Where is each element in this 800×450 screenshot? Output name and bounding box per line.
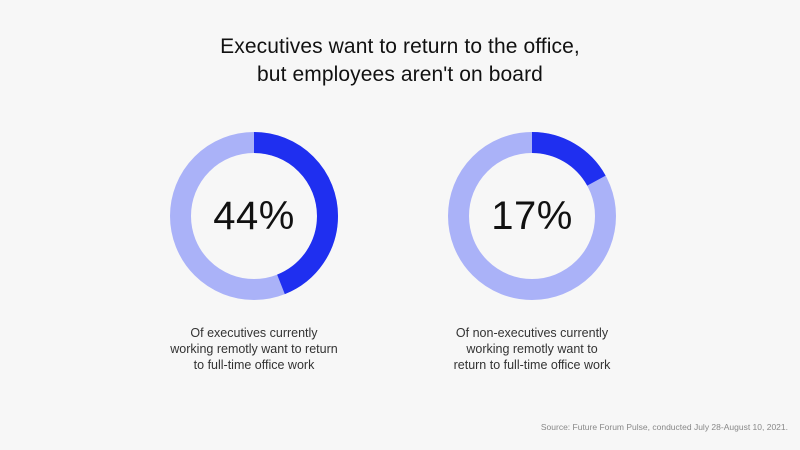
- executives-caption: Of executives currently working remotly …: [134, 325, 374, 373]
- non-executives-caption: Of non-executives currently working remo…: [412, 325, 652, 373]
- caption-line: return to full-time office work: [453, 358, 611, 372]
- caption-line: working remotly want to: [466, 342, 598, 356]
- chart-title-line-2: but employees aren't on board: [257, 63, 543, 86]
- source-note: Source: Future Forum Pulse, conducted Ju…: [540, 422, 788, 432]
- non-executives-percentage: 17%: [491, 193, 573, 238]
- chart-title: Executives want to return to the office,…: [0, 33, 800, 89]
- donut-value-arc: [170, 132, 338, 300]
- chart-title-line-1: Executives want to return to the office,: [220, 35, 580, 58]
- executives-donut-chart: 44%: [169, 131, 339, 301]
- donut-value-arc: [448, 132, 616, 300]
- executives-donut-svg: [170, 132, 338, 300]
- caption-line: Of non-executives currently: [455, 326, 609, 340]
- caption-line: working remotly want to return: [170, 342, 338, 356]
- executives-percentage: 44%: [213, 193, 295, 238]
- non-executives-donut-chart: 17%: [447, 131, 617, 301]
- caption-line: to full-time office work: [193, 358, 315, 372]
- caption-line: Of executives currently: [190, 326, 318, 340]
- non-executives-donut-svg: [448, 132, 616, 300]
